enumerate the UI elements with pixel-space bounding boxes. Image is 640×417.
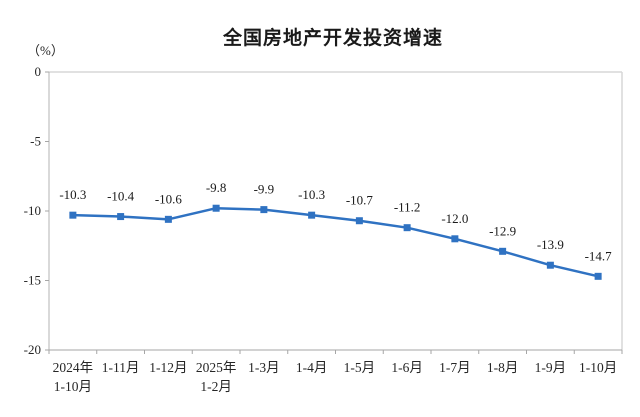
data-point-label: -10.4 [107,189,135,204]
x-category-label: 1-10月 [54,379,92,394]
data-point-marker [451,235,459,243]
data-point-label: -14.7 [585,248,613,263]
chart-title: 全国房地产开发投资增速 [222,28,443,49]
data-point-label: -9.9 [254,182,275,197]
x-category-label: 1-6月 [391,360,423,375]
data-point-label: -10.3 [298,187,325,202]
data-point-label: -12.9 [489,223,516,238]
data-point-label: -12.0 [441,211,468,226]
data-point-label: -13.9 [537,237,564,252]
data-point-marker [403,224,411,232]
x-category-label: 2025年 [196,360,237,375]
data-point-marker [355,217,363,225]
data-point-label: -10.7 [346,193,374,208]
x-category-label: 1-12月 [149,360,187,375]
y-axis-tick-label: -15 [24,273,41,288]
data-point-label: -11.2 [394,200,421,215]
y-axis-tick-label: -20 [24,342,41,357]
x-category-label: 1-4月 [296,360,328,375]
x-category-label: 2024年 [53,360,94,375]
data-point-marker [69,211,77,219]
x-category-label: 1-11月 [102,360,140,375]
data-point-marker [308,211,316,219]
x-category-label: 1-7月 [439,360,471,375]
data-point-marker [212,204,220,212]
data-point-marker [164,215,172,223]
x-category-label: 1-3月 [248,360,280,375]
data-series-line [71,206,600,278]
data-point-marker [546,261,554,269]
data-point-marker [260,206,268,214]
data-point-marker [594,272,602,280]
x-category-label: 1-2月 [200,379,232,394]
data-point-label: -9.8 [206,180,227,195]
data-point-label: -10.6 [155,191,183,206]
y-axis-tick-label: -5 [30,134,41,149]
x-category-label: 1-5月 [344,360,376,375]
data-point-label: -10.3 [59,187,86,202]
data-point-marker [499,247,507,255]
y-axis-tick-label: 0 [35,64,42,79]
x-category-label: 1-10月 [579,360,617,375]
y-axis-unit-label: （%） [27,43,64,58]
x-category-label: 1-8月 [487,360,519,375]
y-axis-tick-label: -10 [24,203,41,218]
x-category-label: 1-9月 [535,360,567,375]
data-point-marker [117,213,125,221]
